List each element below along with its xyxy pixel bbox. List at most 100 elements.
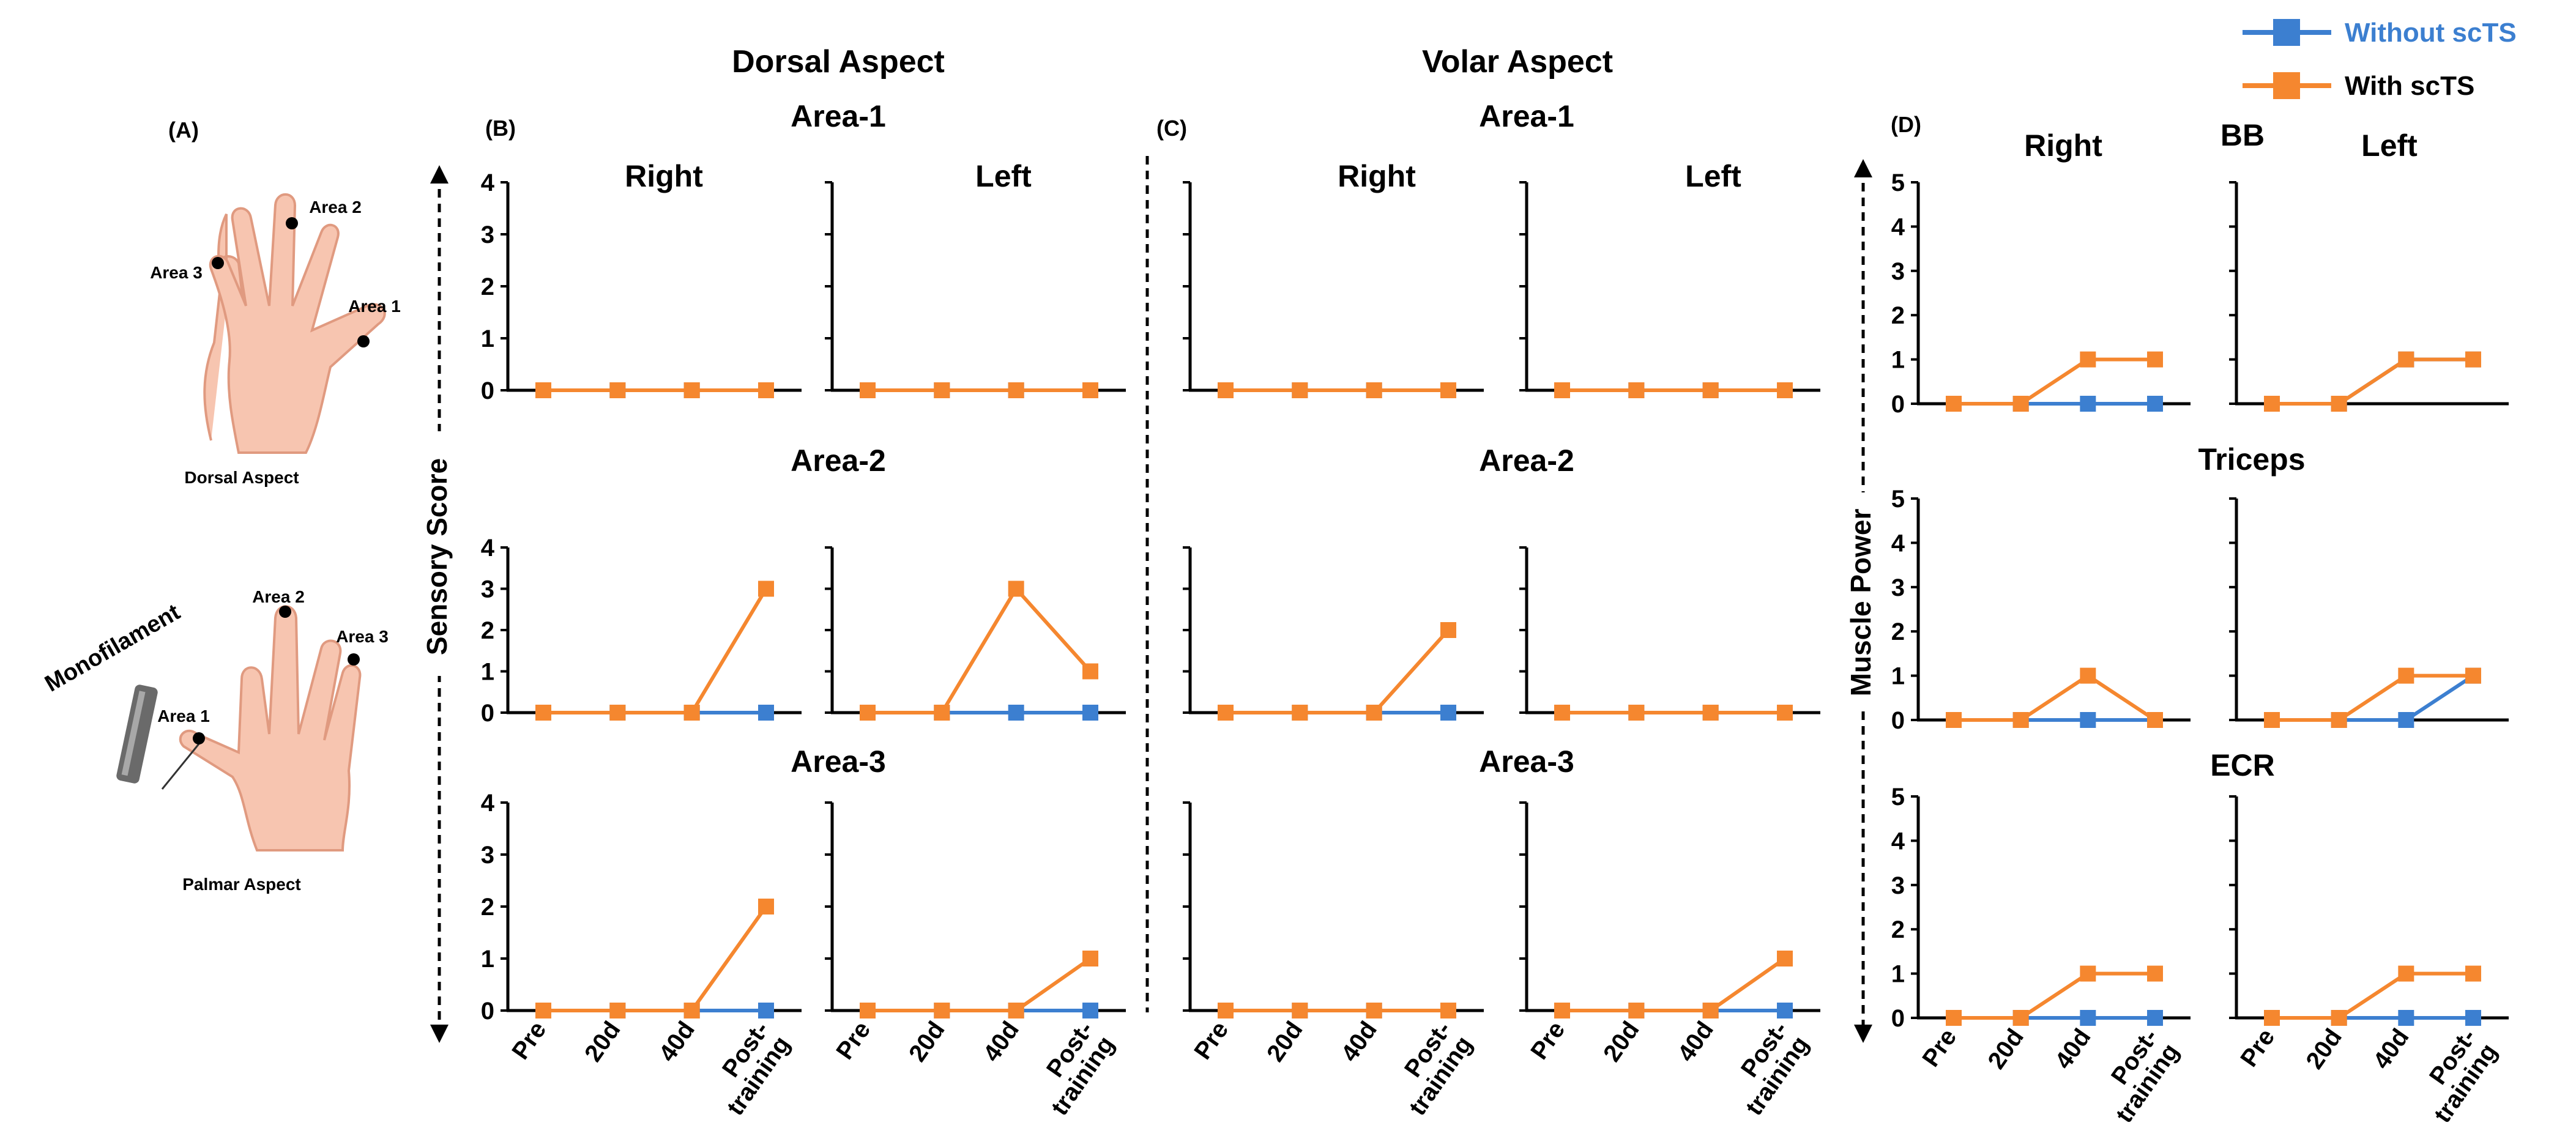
y-tick-label: 1 bbox=[1891, 663, 1905, 690]
series-line-with bbox=[2272, 673, 2473, 722]
chart-c3r: Pre 20d 40d Post-training bbox=[1183, 801, 1484, 1120]
y-tick-label: 2 bbox=[481, 894, 494, 921]
chart-d3l: Pre 20d 40d Post-training bbox=[2229, 795, 2509, 1127]
y-tick-label: 4 bbox=[1891, 213, 1905, 240]
point-with bbox=[1440, 382, 1456, 398]
x-tick-label: 20d bbox=[2301, 1024, 2347, 1074]
triceps-title: Triceps bbox=[2198, 442, 2305, 477]
point-with bbox=[2264, 396, 2280, 412]
point-with bbox=[758, 899, 774, 915]
x-tick-label: Pre bbox=[1189, 1017, 1234, 1064]
chart-b1l bbox=[825, 181, 1126, 398]
y-tick-label: 0 bbox=[1891, 1005, 1905, 1032]
sensory-score-axis: Sensory Score bbox=[421, 165, 455, 1043]
point-with bbox=[683, 1003, 700, 1018]
y-tick-label: 5 bbox=[1891, 169, 1905, 196]
palmar-area2-dot bbox=[279, 606, 291, 618]
point-with bbox=[934, 1003, 950, 1018]
panel-b-label: (B) bbox=[485, 116, 516, 141]
point-with bbox=[2264, 1010, 2280, 1026]
y-tick-label: 5 bbox=[1891, 486, 1905, 513]
point-with bbox=[758, 581, 774, 597]
point-with bbox=[1008, 581, 1024, 597]
point-with bbox=[1702, 1003, 1719, 1018]
y-tick-label: 1 bbox=[1891, 347, 1905, 374]
point-with bbox=[1218, 382, 1234, 398]
x-tick-label: Post-training bbox=[1025, 1017, 1120, 1120]
point-without bbox=[1777, 1003, 1793, 1018]
point-with bbox=[2398, 351, 2414, 368]
dorsal-aspect-title: Dorsal Aspect bbox=[732, 44, 945, 80]
point-with bbox=[683, 705, 700, 721]
volar-area1-title: Area-1 bbox=[1479, 99, 1574, 133]
point-without bbox=[2080, 712, 2096, 728]
hand-illustration: (A) Area 1 Area 2 Area 3 Dorsal Aspect A… bbox=[41, 117, 401, 894]
point-without bbox=[2080, 396, 2096, 412]
chart-c2l bbox=[1519, 546, 1820, 721]
series-line-with bbox=[2272, 971, 2473, 1020]
y-tick-label: 0 bbox=[481, 998, 494, 1025]
x-tick-label: Post-training bbox=[1383, 1017, 1478, 1120]
chart-b2r: 0 1 2 3 4 bbox=[481, 535, 802, 727]
y-tick-label: 3 bbox=[481, 221, 494, 248]
point-with bbox=[2264, 712, 2280, 728]
series-line-with bbox=[1954, 673, 2156, 722]
point-with bbox=[934, 705, 950, 721]
point-with bbox=[1628, 382, 1645, 398]
x-tick-label: 20d bbox=[904, 1017, 950, 1067]
point-without bbox=[2398, 712, 2414, 728]
x-tick-label: 20d bbox=[1982, 1024, 2029, 1074]
point-with bbox=[2147, 712, 2163, 728]
palmar-area3-dot bbox=[348, 653, 360, 666]
palmar-caption: Palmar Aspect bbox=[182, 875, 301, 894]
x-tick-label: Pre bbox=[2235, 1024, 2280, 1072]
point-without bbox=[758, 1003, 774, 1018]
x-tick-label: Pre bbox=[507, 1017, 551, 1064]
x-tick-label: Post-training bbox=[2090, 1024, 2184, 1127]
y-tick-label: 4 bbox=[481, 535, 495, 562]
point-with bbox=[535, 382, 551, 398]
point-with bbox=[1008, 382, 1024, 398]
y-tick-label: 3 bbox=[481, 576, 494, 603]
point-with bbox=[1440, 622, 1456, 638]
x-tick-label: 20d bbox=[579, 1017, 626, 1067]
y-tick-label: 1 bbox=[481, 659, 494, 686]
y-tick-label: 5 bbox=[1891, 784, 1905, 811]
point-with bbox=[934, 382, 950, 398]
dorsal-left-label: Left bbox=[975, 159, 1032, 193]
point-with bbox=[1628, 1003, 1645, 1018]
point-with bbox=[1628, 705, 1645, 721]
chart-b2l bbox=[825, 546, 1126, 721]
point-with bbox=[1702, 382, 1719, 398]
point-without bbox=[1008, 705, 1024, 721]
point-with bbox=[2465, 667, 2481, 684]
x-tick-label: 40d bbox=[2050, 1024, 2096, 1074]
point-with bbox=[683, 382, 700, 398]
palmar-hand-drawing bbox=[179, 605, 362, 851]
chart-b3l: Pre 20d 40d Post-training bbox=[825, 801, 1126, 1120]
point-with bbox=[1554, 382, 1570, 398]
x-tick-label: Post-training bbox=[1719, 1017, 1814, 1120]
monofilament-tool bbox=[116, 685, 203, 790]
y-tick-label: 1 bbox=[481, 946, 494, 973]
chart-d3r: 0 1 2 3 4 5 Pre 20d 40d Post-training bbox=[1891, 784, 2191, 1127]
palmar-area2-label: Area 2 bbox=[252, 587, 305, 606]
series-line-with bbox=[1954, 357, 2155, 406]
point-with bbox=[535, 705, 551, 721]
dorsal-area2-dot bbox=[286, 217, 298, 229]
point-with bbox=[1366, 1003, 1382, 1018]
x-tick-label: 40d bbox=[978, 1017, 1024, 1067]
dorsal-area2-label: Area 2 bbox=[309, 198, 362, 217]
y-tick-label: 2 bbox=[1891, 302, 1905, 329]
point-with bbox=[1702, 705, 1719, 721]
chart-b1r: 0 1 2 3 4 bbox=[481, 169, 802, 404]
y-tick-label: 4 bbox=[481, 169, 495, 196]
y-tick-label: 3 bbox=[1891, 258, 1905, 285]
point-with bbox=[2080, 667, 2096, 684]
point-with bbox=[1218, 1003, 1234, 1018]
y-tick-label: 2 bbox=[481, 273, 494, 300]
legend: Without scTS With scTS bbox=[2243, 18, 2517, 101]
dorsal-caption: Dorsal Aspect bbox=[184, 468, 299, 487]
legend-with-marker bbox=[2273, 72, 2300, 99]
point-with bbox=[1082, 951, 1098, 966]
